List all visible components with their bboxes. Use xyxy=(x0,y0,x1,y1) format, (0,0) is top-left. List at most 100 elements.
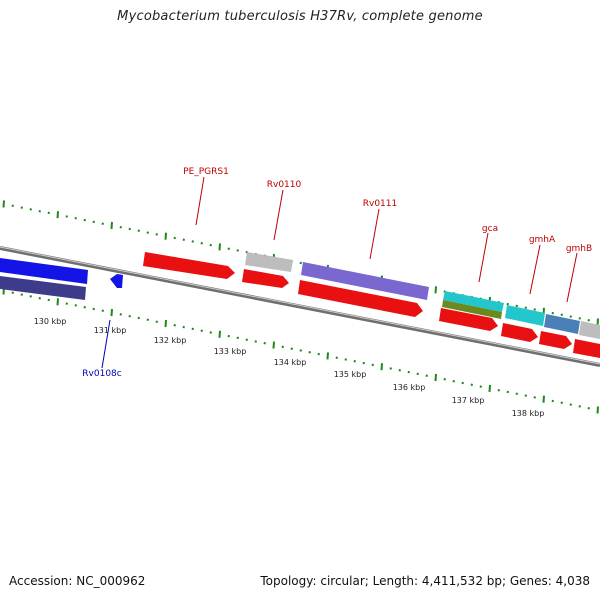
tick-minor xyxy=(209,331,212,334)
tick-major xyxy=(2,200,5,208)
tick-minor xyxy=(308,351,311,354)
gmhb-arrow-icon[interactable] xyxy=(539,331,572,349)
tick-minor xyxy=(533,396,536,399)
tick-major xyxy=(488,384,491,392)
tick-minor xyxy=(83,218,86,222)
gca-connector xyxy=(478,232,489,283)
gene-label-rv0108c[interactable]: Rv0108c xyxy=(82,369,121,379)
tick-row-inner xyxy=(2,287,599,414)
tick-minor xyxy=(524,306,527,309)
tick-minor xyxy=(299,349,302,352)
rv0108c-arrow-icon[interactable] xyxy=(110,274,123,288)
map-title: Mycobacterium tuberculosis H37Rv, comple… xyxy=(117,9,483,24)
tick-minor xyxy=(560,401,563,405)
tick-major xyxy=(542,395,545,403)
tick-minor xyxy=(47,211,50,215)
tick-minor xyxy=(245,251,248,254)
gene-feature-gray-1[interactable] xyxy=(245,252,293,272)
tick-minor xyxy=(398,369,401,372)
gene-feature-gray-2[interactable] xyxy=(579,321,600,339)
tick-minor xyxy=(443,290,446,293)
gmhb-connector xyxy=(566,252,578,303)
gmha-gene-cyan[interactable] xyxy=(505,305,545,326)
tick-major xyxy=(164,319,167,328)
gene-label-gca[interactable]: gca xyxy=(482,224,498,234)
tick-minor xyxy=(83,305,86,309)
tick-minor xyxy=(155,320,158,323)
footer-accession: Accession: NC_000962 xyxy=(9,574,146,588)
kbp-label-131: 131 kbp xyxy=(94,326,127,335)
tick-minor xyxy=(389,367,392,370)
kbp-label-130: 130 kbp xyxy=(34,317,67,326)
tick-minor xyxy=(20,293,23,296)
tick-minor xyxy=(200,329,203,332)
gene-label-gmhb[interactable]: gmhB xyxy=(566,244,592,254)
rv0110-connector xyxy=(273,189,284,241)
gene-label-rv0111[interactable]: Rv0111 xyxy=(363,199,397,209)
tick-minor xyxy=(155,233,158,236)
tick-minor xyxy=(299,261,302,265)
tick-minor xyxy=(353,360,356,363)
tick-minor xyxy=(551,311,554,315)
tick-minor xyxy=(38,209,41,213)
tick-minor xyxy=(470,383,473,387)
tick-minor xyxy=(74,304,77,307)
rv0111-arrow-icon[interactable] xyxy=(298,280,423,317)
tick-minor xyxy=(578,317,581,320)
tick-minor xyxy=(362,361,365,365)
tick-minor xyxy=(137,316,140,320)
gmha-arrow-icon[interactable] xyxy=(501,323,538,342)
tick-minor xyxy=(128,227,131,231)
tick-minor xyxy=(254,340,257,343)
tick-minor xyxy=(452,379,455,383)
gene-feature-navy[interactable] xyxy=(0,276,86,300)
tick-minor xyxy=(569,315,572,318)
tick-minor xyxy=(317,352,320,356)
gca-gene-cyan[interactable] xyxy=(443,291,504,312)
tick-minor xyxy=(461,381,464,385)
gene-feature-lavender[interactable] xyxy=(301,262,429,300)
gene-label-gmha[interactable]: gmhA xyxy=(529,235,556,245)
rv0108c-connector xyxy=(101,319,111,369)
backbone-line-highlight xyxy=(0,246,600,365)
tick-minor xyxy=(515,304,518,308)
rv0110-arrow-icon[interactable] xyxy=(242,269,289,288)
tick-minor xyxy=(146,318,149,322)
gca-arrow-icon[interactable] xyxy=(439,308,498,331)
tick-minor xyxy=(569,403,572,406)
tick-minor xyxy=(587,318,590,322)
tick-minor xyxy=(101,222,104,225)
kbp-label-132: 132 kbp xyxy=(154,336,187,345)
pe-pgrs1-arrow-icon[interactable] xyxy=(143,252,235,279)
tick-minor xyxy=(506,390,509,394)
tick-minor xyxy=(20,206,23,209)
tick-minor xyxy=(371,363,374,367)
tick-minor xyxy=(191,327,194,331)
tick-major xyxy=(56,298,59,306)
tick-minor xyxy=(101,309,104,313)
tick-major xyxy=(326,352,329,360)
tick-minor xyxy=(560,313,563,317)
tick-minor xyxy=(173,324,176,327)
gene-feature-red-right[interactable] xyxy=(573,339,600,358)
tick-minor xyxy=(587,406,590,410)
tick-major xyxy=(218,330,221,338)
kbp-label-134: 134 kbp xyxy=(274,358,307,367)
backbone-line xyxy=(0,246,600,367)
tick-minor xyxy=(416,372,419,376)
tick-minor xyxy=(551,399,554,403)
tick-minor xyxy=(200,242,203,245)
tick-minor xyxy=(74,217,77,220)
tick-major xyxy=(218,243,221,251)
tick-minor xyxy=(479,385,482,388)
tick-major xyxy=(110,221,113,230)
tick-minor xyxy=(263,342,266,345)
gca-gene-olive[interactable] xyxy=(442,300,502,319)
gene-label-rv0110[interactable]: Rv0110 xyxy=(267,180,302,190)
gene-label-pe-pgrs1[interactable]: PE_PGRS1 xyxy=(183,167,229,177)
tick-minor xyxy=(524,394,527,397)
gene-feature-blue[interactable] xyxy=(0,258,88,284)
gmhb-gene-steel[interactable] xyxy=(544,314,580,334)
tick-major xyxy=(380,363,383,371)
